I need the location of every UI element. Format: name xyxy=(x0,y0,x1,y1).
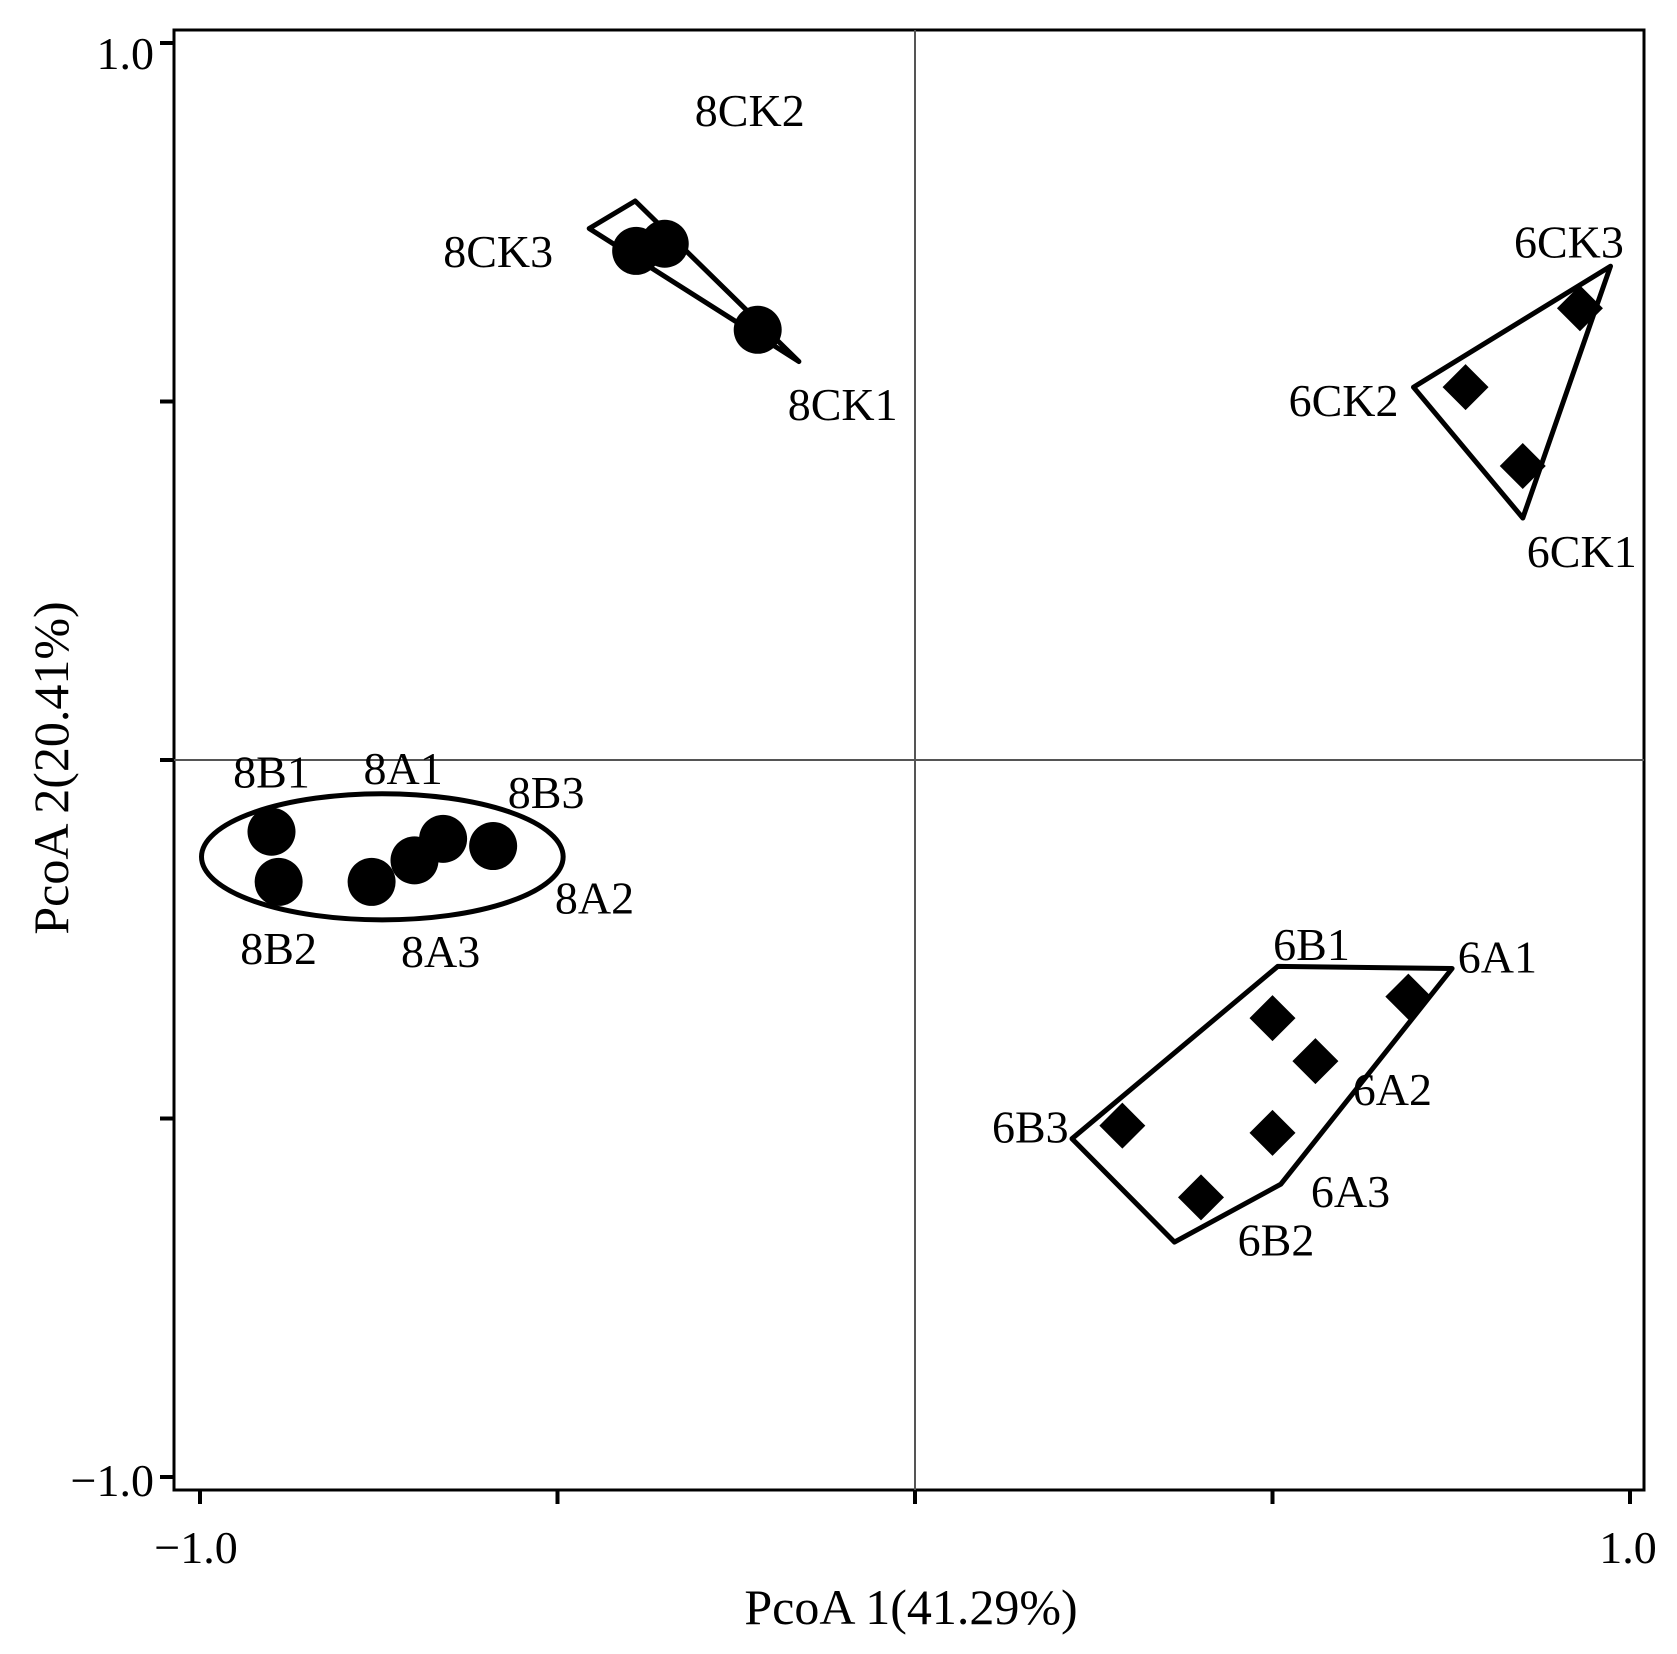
point-label-6a3: 6A3 xyxy=(1311,1166,1390,1217)
group-outline-0 xyxy=(586,198,802,364)
x-tick-label-max: 1.0 xyxy=(1599,1522,1657,1573)
y-tick-label-max: 1.0 xyxy=(97,28,155,79)
marker-8ck3 xyxy=(612,226,661,275)
point-labels: 8CK1 8CK2 8CK3 8B1 8B2 8A1 8A2 8A3 8B3 6CK1 6CK2 6C… xyxy=(233,85,1637,1266)
y-axis-title: PcoA 2(20.41%) xyxy=(23,601,79,934)
marker-6b3 xyxy=(1099,1102,1146,1149)
marker-8b2 xyxy=(254,857,303,906)
group-outline-2 xyxy=(1411,263,1613,521)
group-outlines xyxy=(199,198,1613,1245)
point-label-8b3: 8B3 xyxy=(508,767,585,818)
point-label-8ck1: 8CK1 xyxy=(788,379,898,430)
group-outline-1 xyxy=(199,791,566,923)
y-tick-label-min: −1.0 xyxy=(71,1455,154,1506)
group-outline-3 xyxy=(1069,963,1455,1245)
point-label-6b1: 6B1 xyxy=(1273,919,1350,970)
point-label-8ck3: 8CK3 xyxy=(443,226,553,277)
marker-6ck2 xyxy=(1442,364,1489,411)
point-label-6ck2: 6CK2 xyxy=(1289,375,1399,426)
point-label-8b1: 8B1 xyxy=(233,747,310,798)
point-label-8a3: 8A3 xyxy=(401,926,480,977)
marker-8a3 xyxy=(347,857,396,906)
axis-ticks xyxy=(160,41,1632,1504)
point-label-8b2: 8B2 xyxy=(240,923,317,974)
marker-8b1 xyxy=(247,807,296,856)
marker-6a1 xyxy=(1385,973,1432,1020)
point-label-8a1: 8A1 xyxy=(363,743,442,794)
point-label-6a1: 6A1 xyxy=(1458,932,1537,983)
point-label-8ck2: 8CK2 xyxy=(695,85,805,136)
x-axis-title: PcoA 1(41.29%) xyxy=(744,1579,1077,1635)
point-label-8a2: 8A2 xyxy=(555,872,634,923)
marker-6ck3 xyxy=(1556,285,1603,332)
marker-8b3 xyxy=(469,822,518,871)
point-label-6b2: 6B2 xyxy=(1238,1214,1315,1265)
reference-lines xyxy=(174,30,1644,1490)
marker-8a2 xyxy=(390,836,439,885)
marker-6ck1 xyxy=(1499,443,1546,490)
point-label-6a2: 6A2 xyxy=(1353,1064,1432,1115)
point-label-6b3: 6B3 xyxy=(992,1102,1069,1153)
marker-8ck1 xyxy=(733,305,782,354)
marker-6b1 xyxy=(1249,995,1296,1042)
x-tick-label-min: −1.0 xyxy=(154,1522,237,1573)
point-label-6ck3: 6CK3 xyxy=(1514,216,1624,267)
marker-6b2 xyxy=(1178,1174,1224,1221)
point-label-6ck1: 6CK1 xyxy=(1527,526,1637,577)
marker-6a3 xyxy=(1249,1109,1296,1156)
data-markers xyxy=(247,219,1603,1221)
marker-6a2 xyxy=(1292,1038,1339,1085)
